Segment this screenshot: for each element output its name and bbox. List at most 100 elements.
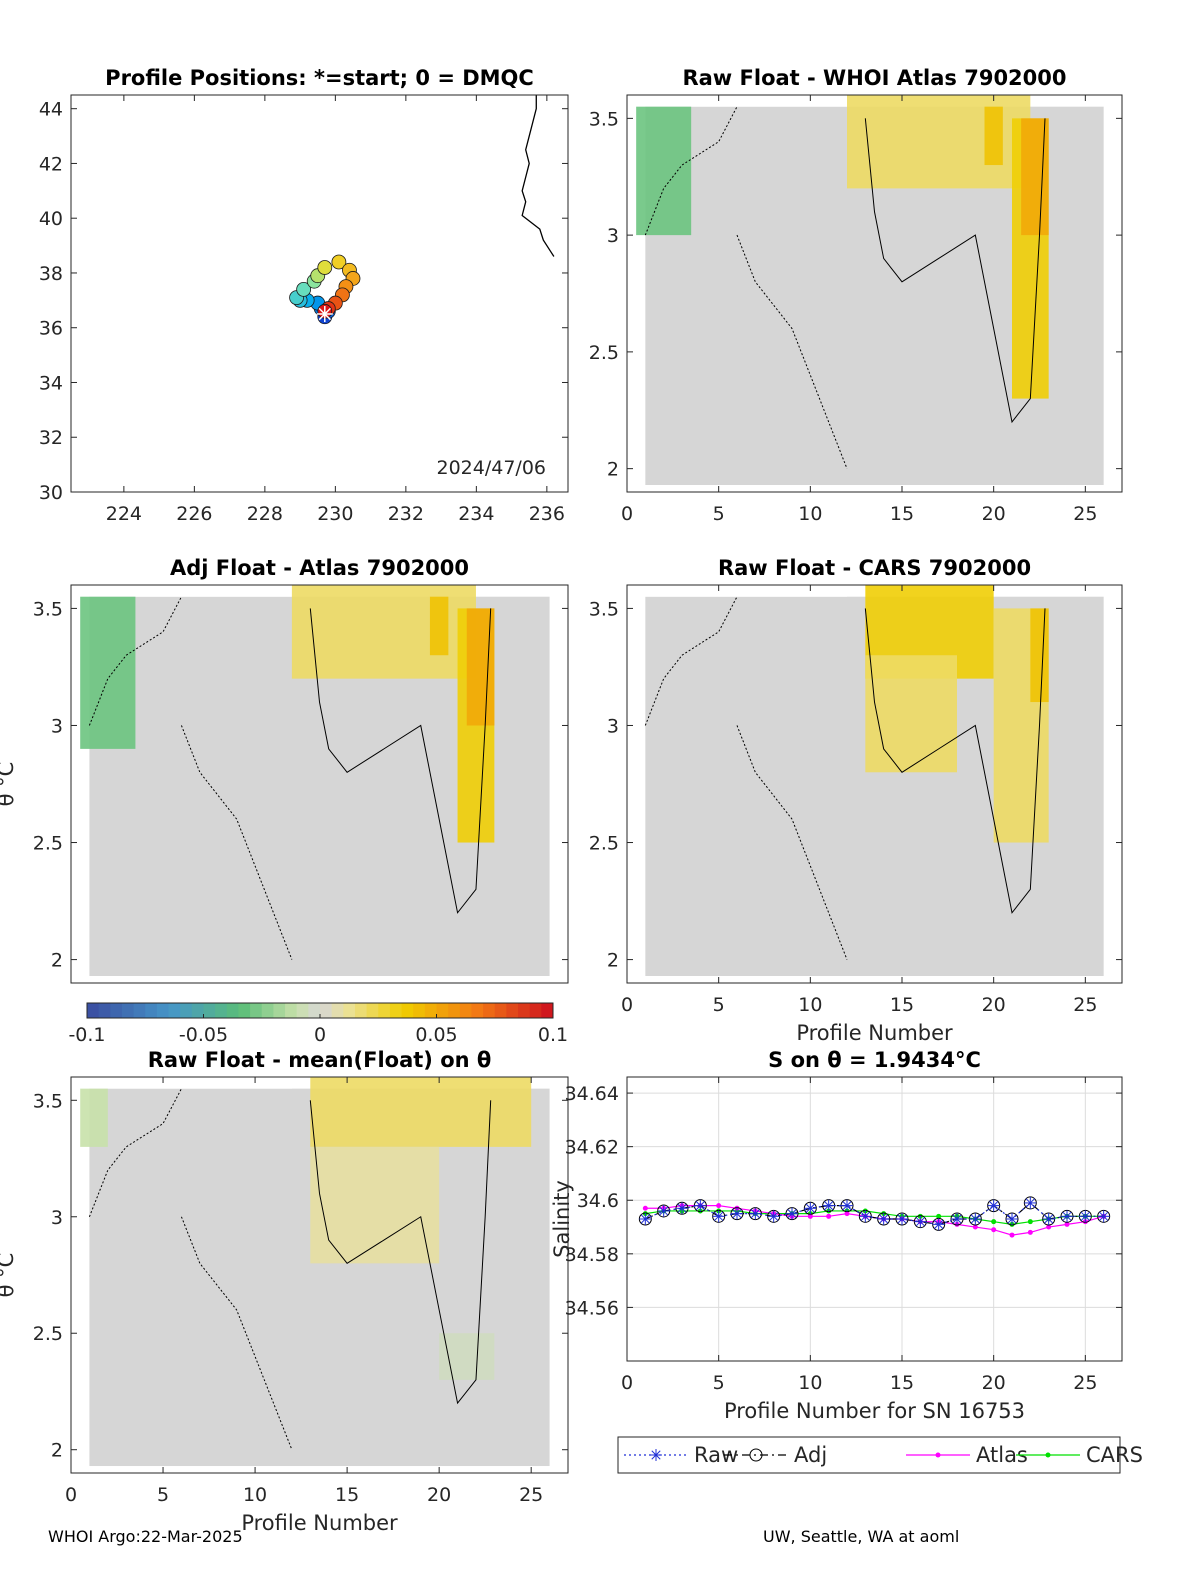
salinity-point — [826, 1213, 832, 1219]
legend-label: CARS — [1086, 1443, 1143, 1467]
raw-cars-ytick-label: 2 — [607, 950, 619, 972]
raw-mean-xtick-label: 0 — [65, 1484, 77, 1506]
colorbar-swatch — [250, 1003, 263, 1018]
colorbar-swatch — [215, 1003, 228, 1018]
colorbar-swatch — [156, 1003, 170, 1018]
raw-cars-ytick-label: 3 — [607, 715, 619, 737]
salinity-point — [659, 1206, 669, 1216]
salinity-xtick-label: 15 — [890, 1372, 914, 1394]
raw-whoi-axes-frame — [626, 94, 1123, 493]
raw-mean-axes-frame — [70, 1076, 569, 1474]
raw-cars-xtick-label: 0 — [621, 994, 633, 1016]
colorbar-swatch — [529, 1003, 542, 1018]
raw-mean-ytick-label: 2 — [51, 1440, 63, 1462]
salinity-point — [970, 1214, 980, 1224]
map-ytick-label: 32 — [39, 427, 63, 449]
map-xtick-label: 232 — [388, 503, 424, 525]
salinity-point — [842, 1201, 852, 1211]
adj-atlas-ytick-label: 3.5 — [33, 598, 63, 620]
raw-mean-ytick-label: 2.5 — [33, 1323, 63, 1345]
colorbar-swatch — [168, 1003, 181, 1018]
raw-cars-axes-frame — [626, 584, 1123, 984]
salinity-xtick-label: 10 — [798, 1372, 822, 1394]
colorbar-swatch — [285, 1003, 298, 1018]
colorbar-swatch — [145, 1003, 158, 1018]
adj-atlas-ytick-label: 3 — [51, 715, 63, 737]
salinity-point — [1064, 1221, 1070, 1227]
adj-atlas-anomaly-cell — [429, 596, 449, 656]
adj-atlas-contour — [88, 596, 182, 726]
salinity-point — [879, 1214, 889, 1224]
colorbar-swatch — [121, 1003, 135, 1018]
colorbar-swatch — [98, 1003, 111, 1018]
raw-whoi-missing — [645, 95, 847, 107]
raw-mean-ytick-label: 3 — [51, 1207, 63, 1229]
colorbar: -0.1 -0.05 0 0.05 0.1 — [68, 1002, 568, 1046]
map-ytick-label: 36 — [39, 318, 63, 340]
salinity-ylabel: Salinity — [550, 1180, 574, 1258]
map-profile-point — [296, 281, 312, 297]
salinity-point — [714, 1211, 724, 1221]
raw-mean-xtick-label: 10 — [243, 1484, 267, 1506]
raw-mean-contour — [180, 1216, 293, 1450]
legend-marker — [1045, 1452, 1051, 1458]
salinity-point — [1009, 1232, 1015, 1238]
salinity-point — [1044, 1214, 1054, 1224]
salinity-point — [750, 1209, 760, 1219]
raw-whoi-xtick-label: 15 — [890, 503, 914, 525]
map-ytick-label: 44 — [39, 99, 63, 121]
raw-cars-contour — [736, 725, 848, 960]
map-ytick-label: 42 — [39, 153, 63, 175]
map-title: Profile Positions: *=start; 0 = DMQC — [105, 66, 534, 90]
salinity-point — [769, 1211, 779, 1221]
colorbar-swatch — [354, 1003, 368, 1018]
colorbar-swatch — [471, 1003, 484, 1018]
salinity-axes-frame — [626, 1076, 1123, 1362]
colorbar-swatch — [110, 1003, 123, 1018]
raw-cars-contour — [864, 608, 1046, 914]
salinity-point — [952, 1214, 962, 1224]
raw-whoi-xtick-label: 10 — [798, 503, 822, 525]
raw-mean-missing — [89, 1077, 292, 1089]
raw-mean-xtick-label: 20 — [427, 1484, 451, 1506]
colorbar-swatch — [238, 1003, 251, 1018]
adj-atlas-ylabel: θ °C — [0, 762, 18, 807]
adj-atlas-title: Adj Float - Atlas 7902000 — [170, 556, 469, 580]
colorbar-swatch — [226, 1003, 239, 1018]
colorbar-tick-label: 0.05 — [415, 1024, 457, 1046]
salinity-point — [991, 1227, 997, 1233]
map-ytick-label: 30 — [39, 482, 63, 504]
map-ytick-label: 40 — [39, 208, 63, 230]
footer-right: UW, Seattle, WA at aoml — [763, 1527, 959, 1546]
colorbar-swatch — [413, 1003, 426, 1018]
colorbar-swatch — [494, 1003, 507, 1018]
salinity-ytick-label: 34.64 — [565, 1083, 619, 1105]
adj-atlas-contour — [309, 608, 492, 914]
map-xtick-label: 230 — [317, 503, 353, 525]
colorbar-tick-label: 0.1 — [538, 1024, 568, 1046]
colorbar-swatch — [296, 1003, 309, 1018]
colorbar-swatch — [541, 1003, 554, 1018]
salinity-point — [989, 1201, 999, 1211]
raw-whoi-contour — [736, 234, 848, 469]
map-xtick-label: 234 — [458, 503, 494, 525]
salinity-point — [716, 1203, 722, 1209]
salinity-point — [677, 1203, 687, 1213]
salinity-point — [732, 1209, 742, 1219]
raw-cars-xtick-label: 20 — [982, 994, 1006, 1016]
raw-cars-xtick-label: 5 — [713, 994, 725, 1016]
colorbar-swatch — [180, 1003, 193, 1018]
map-start-star — [318, 307, 331, 321]
map-axes-frame — [70, 94, 569, 493]
adj-atlas-contour — [180, 725, 293, 960]
colorbar-swatch — [389, 1003, 403, 1018]
colorbar-swatch — [261, 1003, 274, 1018]
map-profile-point — [317, 260, 333, 275]
raw-whoi-contour — [644, 106, 738, 236]
raw-whoi-ytick-label: 3.5 — [589, 108, 619, 130]
colorbar-swatch — [459, 1003, 472, 1018]
footer-left: WHOI Argo:22-Mar-2025 — [48, 1527, 243, 1546]
salinity-point — [972, 1224, 978, 1230]
salinity-point — [1025, 1198, 1035, 1208]
salinity-ytick-label: 34.56 — [565, 1297, 619, 1319]
